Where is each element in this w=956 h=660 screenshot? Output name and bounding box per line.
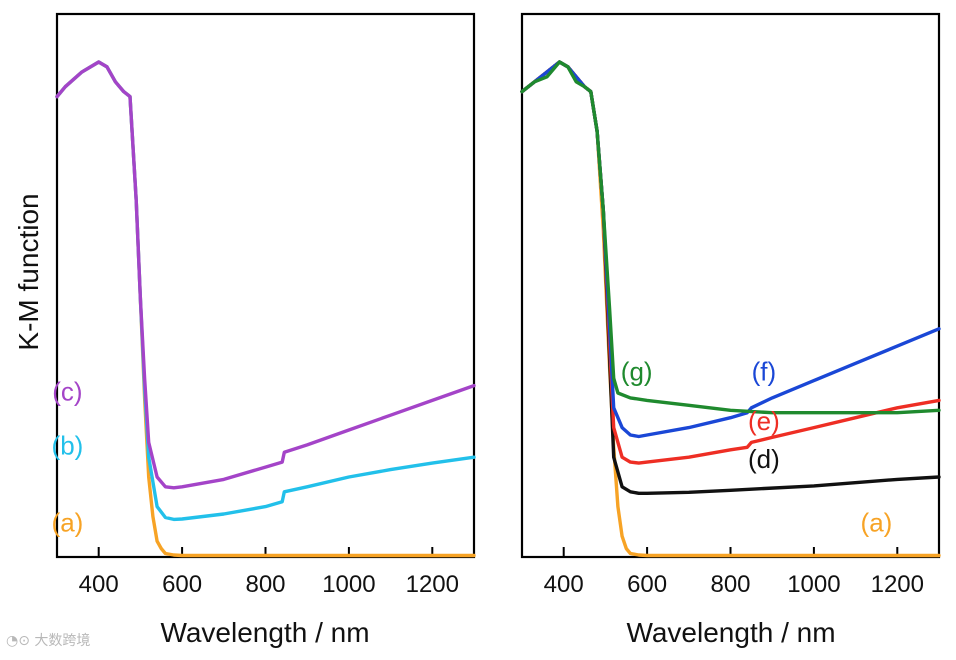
right-series-labels: (a) (d) (e) (f) (g)	[621, 357, 893, 538]
watermark-icon: ◔⊙	[6, 633, 30, 649]
x-tick-label: 1200	[406, 571, 459, 598]
series-line-e	[520, 60, 941, 465]
x-tick-label: 1200	[871, 571, 924, 598]
right-x-ticks: 400 600 800 1000 1200	[544, 547, 924, 598]
left-x-axis-title: Wavelength / nm	[160, 617, 369, 648]
y-axis-title: K-M function	[13, 193, 44, 350]
series-line-b	[55, 60, 476, 522]
series-label-b: (b)	[52, 431, 84, 461]
series-label-f: (f)	[752, 357, 777, 387]
x-tick-label: 1000	[787, 571, 840, 598]
series-label-a: (a)	[52, 507, 84, 537]
series-label-g: (g)	[621, 357, 653, 387]
left-series-labels: (a) (b) (c)	[52, 376, 84, 537]
x-tick-label: 400	[544, 571, 584, 598]
right-plot-frame	[520, 12, 941, 559]
series-label-e: (e)	[748, 406, 780, 436]
right-panel: 400 600 800 1000 1200 (a) (d) (e) (f) (g) Wavele…	[520, 12, 941, 648]
series-label-c: (c)	[52, 376, 82, 406]
x-tick-label: 800	[710, 571, 750, 598]
right-series-lines	[520, 60, 941, 558]
series-line-d	[520, 60, 941, 495]
series-label-a: (a)	[861, 507, 893, 537]
series-line-a	[55, 60, 476, 558]
left-panel: 400 600 800 1000 1200 (a) (b) (c) Wavelength /…	[52, 12, 476, 648]
left-x-ticks: 400 600 800 1000 1200	[79, 547, 459, 598]
x-tick-label: 1000	[322, 571, 375, 598]
series-line-g	[520, 60, 941, 415]
left-plot-frame	[55, 12, 476, 559]
watermark-text: 大数跨境	[34, 633, 91, 649]
x-tick-label: 800	[245, 571, 285, 598]
right-x-axis-title: Wavelength / nm	[626, 617, 835, 648]
x-tick-label: 600	[627, 571, 667, 598]
x-tick-label: 600	[162, 571, 202, 598]
left-series-lines	[55, 60, 476, 558]
series-label-d: (d)	[748, 444, 780, 474]
series-line-c	[55, 60, 476, 490]
watermark-logo: ◔⊙ 大数跨境	[6, 630, 90, 650]
series-line-f	[520, 60, 941, 439]
x-tick-label: 400	[79, 571, 119, 598]
